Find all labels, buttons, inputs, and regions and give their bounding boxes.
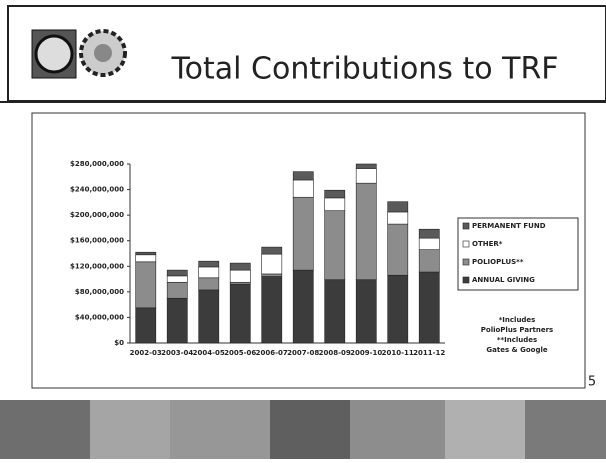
legend-swatch — [462, 258, 470, 266]
annotation: Gates & Google — [486, 346, 547, 354]
bar-segment — [387, 223, 409, 276]
bar-segment — [135, 254, 157, 263]
y-tick-label: $0 — [114, 339, 124, 347]
bar-segment — [261, 253, 283, 275]
bar-segment — [135, 261, 157, 309]
y-tick-label: $200,000,000 — [70, 211, 124, 219]
legend-label: POLIOPLUS** — [472, 258, 524, 266]
x-tick-label: 2002-03 — [130, 349, 162, 357]
photo — [525, 400, 606, 459]
bar-segment — [418, 228, 440, 239]
legend-label: ANNUAL GIVING — [472, 276, 535, 284]
slide-title: Total Contributions to TRF — [170, 52, 558, 87]
x-tick-label: 2010-11 — [382, 349, 414, 357]
y-tick-label: $120,000,000 — [70, 262, 124, 270]
x-tick-label: 2008-09 — [319, 349, 351, 357]
bar-segment — [355, 168, 377, 184]
bar-segment — [166, 275, 188, 283]
annotation: PolioPlus Partners — [481, 326, 553, 334]
legend-box — [457, 217, 579, 291]
bar-segment — [292, 171, 314, 181]
y-tick-label: $40,000,000 — [75, 313, 124, 321]
x-tick-label: 2009-10 — [350, 349, 382, 357]
logo-2-hub — [94, 44, 112, 62]
photo — [350, 400, 445, 459]
logo-1-wheel — [34, 34, 74, 74]
bar-segment — [135, 251, 157, 256]
bar-segment — [418, 249, 440, 273]
bar-segment — [166, 297, 188, 344]
bar-segment — [418, 271, 440, 344]
bar-segment — [355, 182, 377, 281]
bar-segment — [261, 276, 283, 344]
y-tick-label: $240,000,000 — [70, 186, 124, 194]
y-tick-label: $160,000,000 — [70, 237, 124, 245]
bar-segment — [355, 163, 377, 169]
bar-segment — [324, 279, 346, 344]
bar-segment — [198, 260, 220, 268]
bar-segment — [324, 189, 346, 199]
x-tick-label: 2011-12 — [413, 349, 445, 357]
annotation: *Includes — [499, 316, 536, 324]
legend-label: OTHER* — [472, 240, 503, 248]
page-number: 5 — [588, 375, 596, 390]
bar-segment — [198, 266, 220, 279]
bar-segment — [229, 262, 251, 271]
bar-segment — [261, 273, 283, 277]
bar-segment — [418, 237, 440, 250]
photo — [90, 400, 170, 459]
photo — [445, 400, 525, 459]
bar-segment — [166, 281, 188, 299]
bar-segment — [198, 277, 220, 291]
y-tick-label: $280,000,000 — [70, 160, 124, 168]
photo-strip — [0, 400, 606, 459]
bar-segment — [261, 246, 283, 255]
logos — [31, 29, 127, 79]
bar-segment — [387, 211, 409, 225]
legend-swatch — [462, 276, 470, 284]
x-tick-label: 2004-05 — [193, 349, 225, 357]
bar-segment — [292, 179, 314, 198]
bar-segment — [229, 269, 251, 283]
x-tick-label: 2007-08 — [287, 349, 319, 357]
legend-swatch — [462, 240, 470, 248]
bar-segment — [229, 283, 251, 344]
bar-segment — [324, 210, 346, 281]
x-tick-label: 2005-06 — [224, 349, 256, 357]
bar-segment — [387, 201, 409, 213]
photo — [270, 400, 350, 459]
legend-swatch — [462, 222, 470, 230]
bar-segment — [324, 197, 346, 211]
x-tick-label: 2003-04 — [161, 349, 193, 357]
bar-segment — [166, 269, 188, 277]
bar-segment — [355, 279, 377, 344]
x-tick-label: 2006-07 — [256, 349, 288, 357]
bar-segment — [387, 274, 409, 344]
photo — [0, 400, 90, 459]
annotation: **Includes — [497, 336, 537, 344]
bar-segment — [135, 307, 157, 344]
bar-segment — [292, 269, 314, 344]
bar-segment — [198, 289, 220, 344]
bar-segment — [292, 196, 314, 271]
y-tick-label: $80,000,000 — [75, 288, 124, 296]
photo — [170, 400, 270, 459]
legend-label: PERMANENT FUND — [472, 222, 546, 230]
